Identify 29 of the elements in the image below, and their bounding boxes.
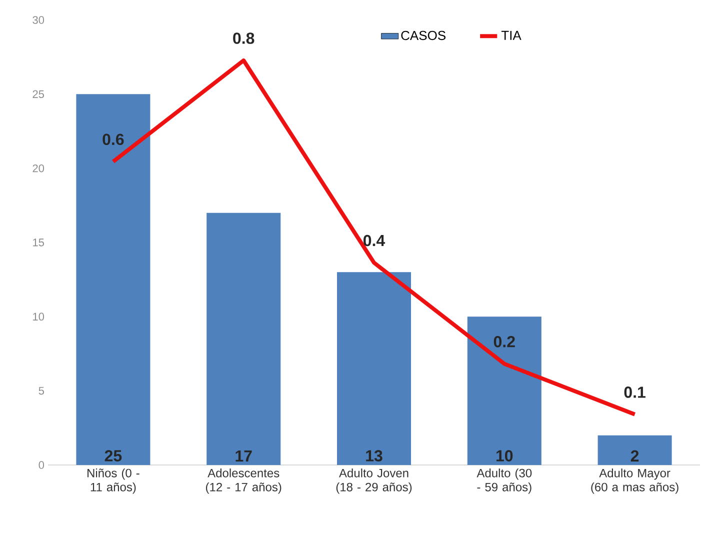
data-label: 0.2: [494, 336, 515, 348]
x-tick-label: Niños (0 - 11 años): [88, 468, 140, 494]
x-tick-label: Adolescentes (12 - 17 años): [206, 468, 282, 494]
data-label: 0.1: [624, 386, 646, 398]
bar: [76, 94, 150, 465]
y-tick-label: 10: [33, 312, 44, 321]
legend-label: TIA: [501, 30, 522, 40]
x-tick-label: Adulto (30 - 59 años): [476, 468, 532, 494]
data-label: 17: [236, 450, 252, 462]
y-tick-label: 0: [38, 461, 44, 469]
x-tick-label: Adulto Mayor (60 a mas años): [591, 468, 678, 494]
y-tick-label: 15: [33, 238, 44, 246]
y-tick-label: 20: [32, 164, 44, 172]
y-tick-label: 5: [38, 386, 44, 395]
y-tick-label: 25: [32, 90, 44, 98]
bar: [467, 316, 542, 465]
data-label: 10: [496, 450, 513, 462]
x-tick-label: Adulto Joven (18 - 29 años): [336, 468, 412, 494]
data-label: 2: [630, 450, 639, 462]
data-label: 0.8: [233, 32, 254, 44]
legend-label: CASOS: [401, 30, 446, 40]
bar: [598, 435, 672, 465]
data-label: 25: [104, 450, 122, 462]
data-label: 13: [366, 450, 382, 462]
y-tick-label: 30: [32, 16, 44, 24]
data-label: 0.4: [364, 234, 386, 246]
data-label: 0.6: [102, 134, 124, 146]
bar: [337, 272, 411, 465]
bar: [206, 212, 281, 465]
